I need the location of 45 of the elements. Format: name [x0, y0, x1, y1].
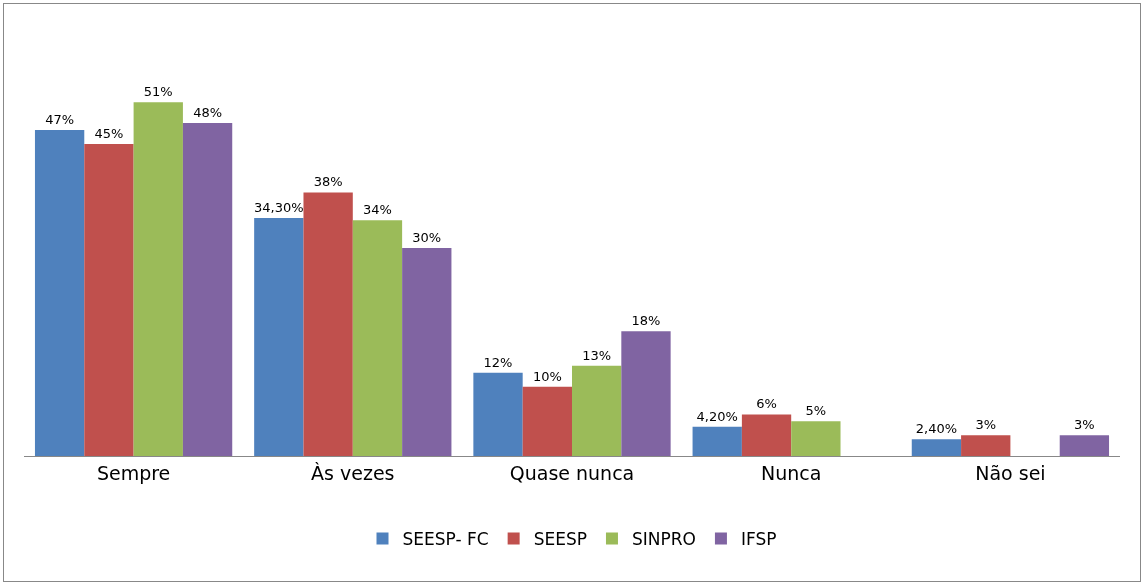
- data-label: 3%: [975, 417, 997, 433]
- bar: [522, 386, 572, 456]
- legend-label: IFSP: [740, 529, 777, 550]
- bar: [741, 414, 792, 456]
- data-label: 38%: [313, 174, 343, 190]
- x-tick-label: Nunca: [761, 461, 822, 484]
- data-label: 34%: [363, 202, 392, 218]
- x-tick-label: Quase nunca: [509, 461, 635, 484]
- data-label: 34,30%: [254, 200, 304, 216]
- data-label: 45%: [94, 125, 124, 141]
- data-label: 47%: [45, 112, 75, 128]
- bar: [961, 435, 1011, 456]
- data-label: 48%: [193, 105, 223, 121]
- x-tick-label: Não sei: [975, 461, 1046, 484]
- bar: [473, 372, 523, 456]
- data-label: 12%: [483, 354, 513, 370]
- data-label: 51%: [143, 84, 173, 100]
- bar: [182, 123, 233, 456]
- bar: [84, 143, 134, 456]
- x-tick-label: Sempre: [96, 461, 171, 484]
- bar: [692, 426, 742, 456]
- data-label: 13%: [582, 347, 612, 363]
- bar: [133, 102, 183, 456]
- data-label: 6%: [756, 396, 777, 412]
- bar: [572, 365, 622, 456]
- data-label: 4,20%: [696, 408, 738, 424]
- bar: [402, 247, 452, 456]
- data-label: 30%: [412, 229, 442, 245]
- data-label: 2,40%: [915, 421, 958, 437]
- data-label: 18%: [631, 313, 661, 329]
- legend-label: SINPRO: [631, 529, 696, 550]
- bar: [911, 439, 962, 456]
- data-label: 10%: [532, 368, 562, 384]
- bar: [791, 421, 841, 456]
- bar: [621, 331, 671, 456]
- bar: [303, 192, 353, 456]
- legend-label: SEESP- FC: [402, 529, 489, 550]
- bar: [1059, 435, 1110, 456]
- bar: [34, 130, 85, 456]
- data-label: 5%: [805, 403, 827, 419]
- x-tick-label: Às vezes: [311, 461, 395, 484]
- bar: [254, 218, 304, 456]
- data-label: 3%: [1074, 417, 1095, 433]
- legend-label: SEESP: [533, 529, 587, 550]
- bar: [352, 220, 403, 456]
